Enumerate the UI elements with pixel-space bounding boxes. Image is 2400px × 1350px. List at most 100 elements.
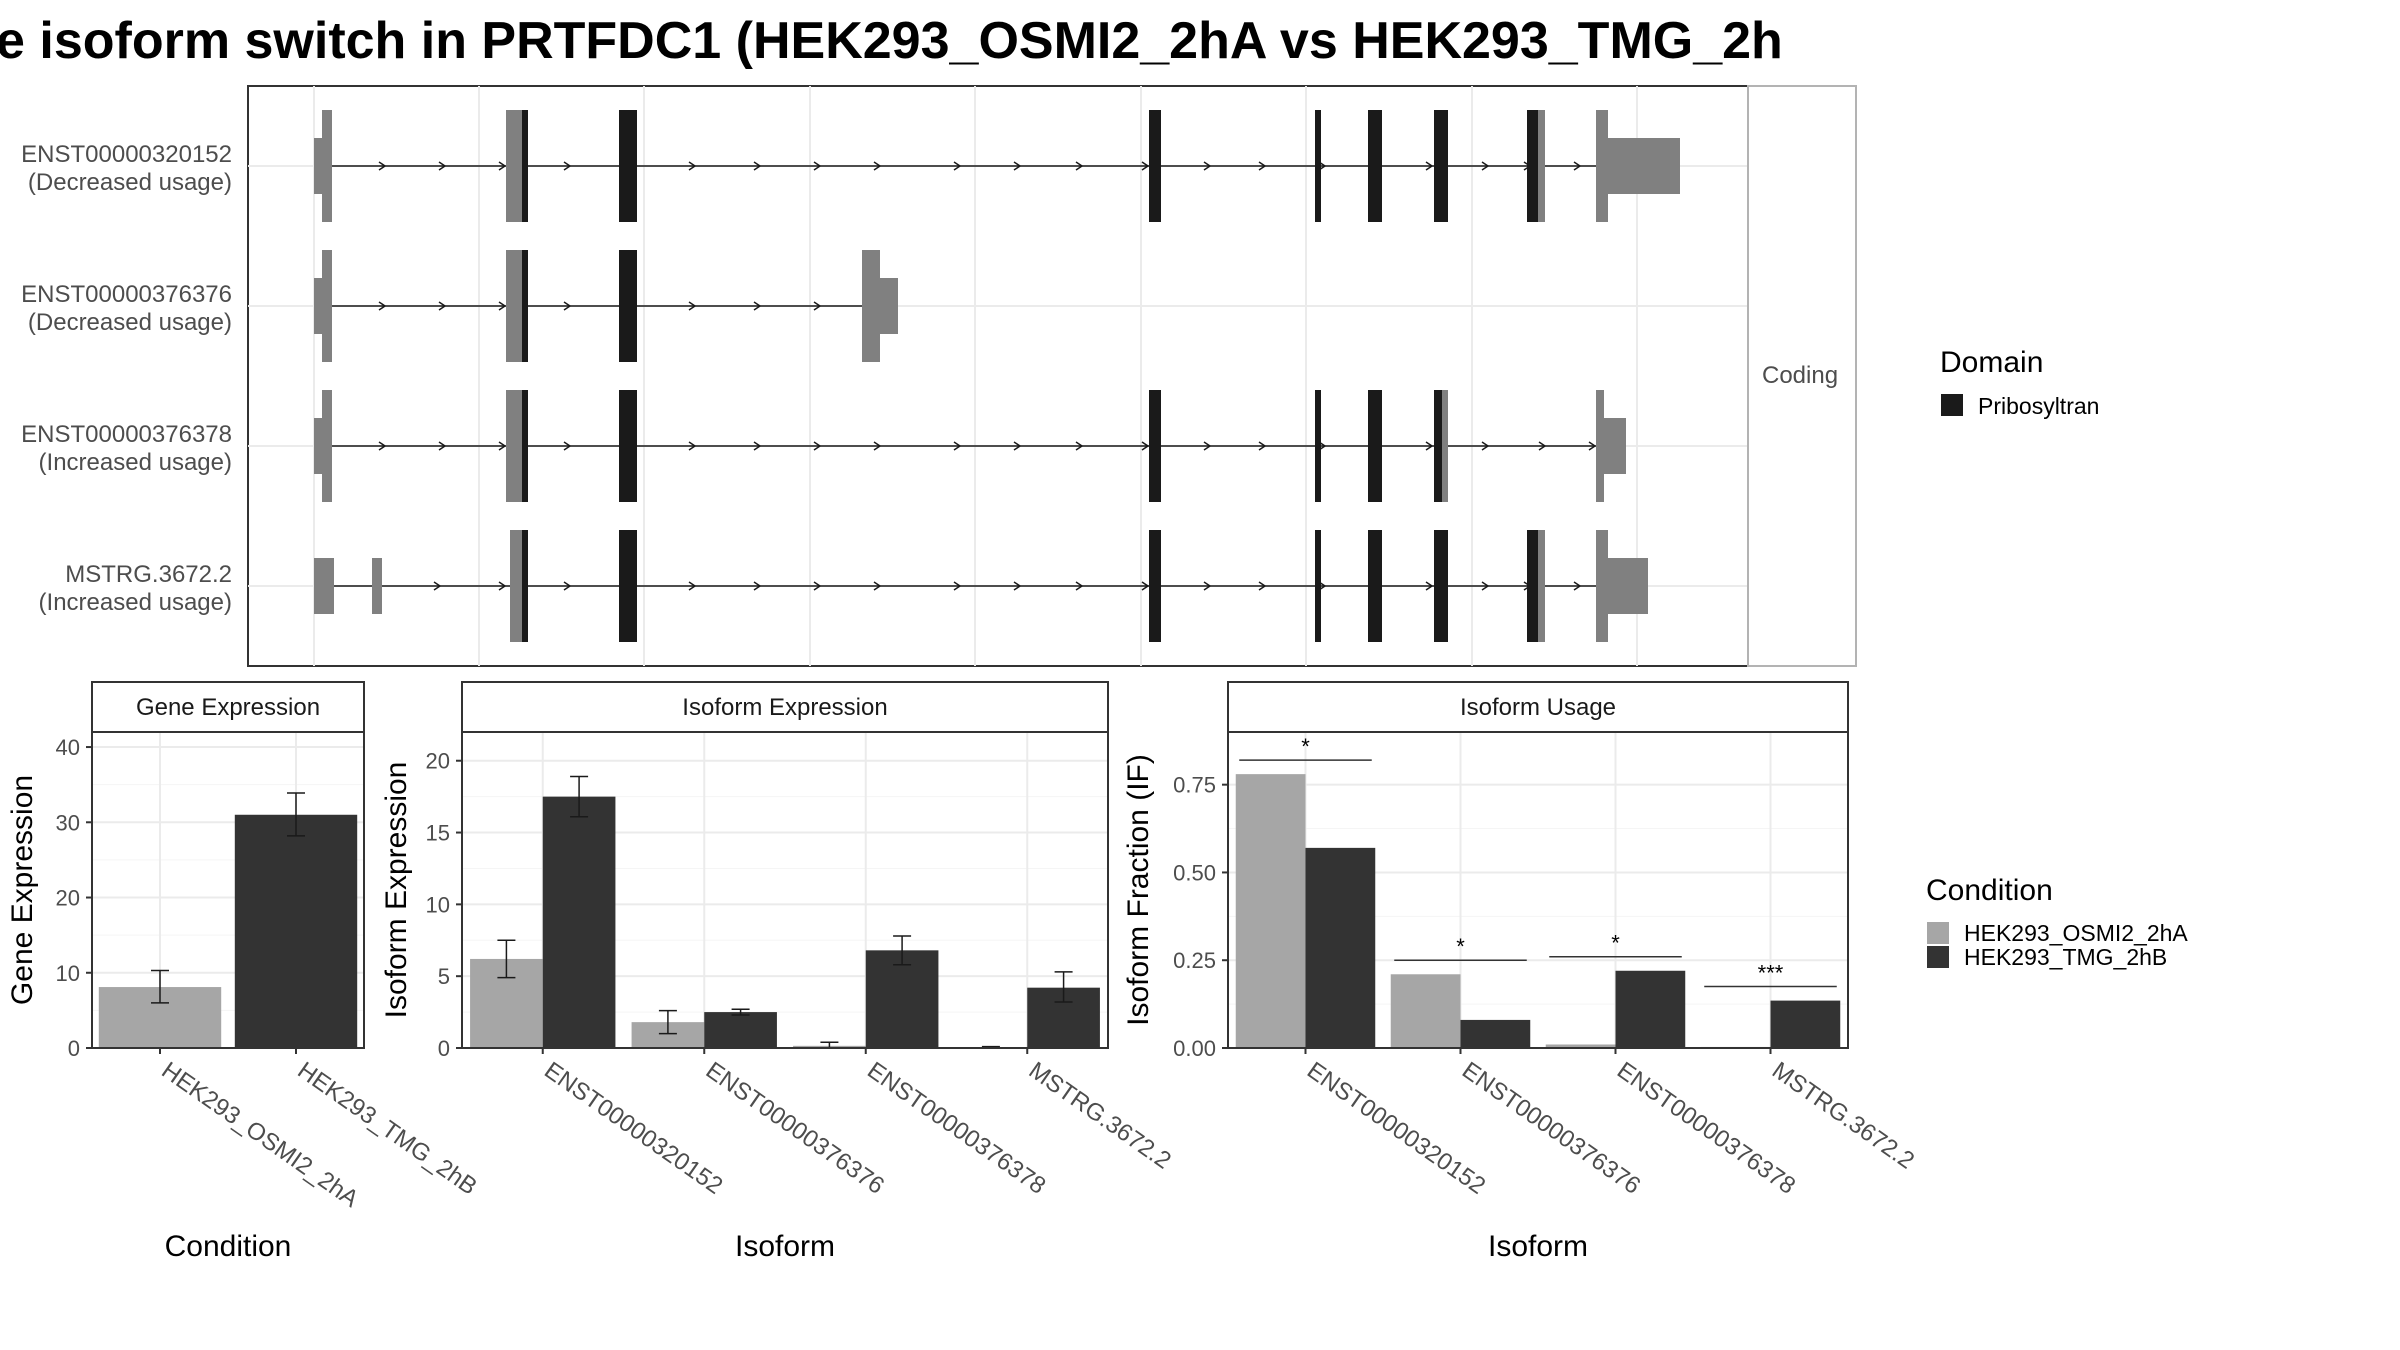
y-tick-label: 30: [56, 810, 80, 835]
isoform-usage-label-0: (Decreased usage): [28, 169, 232, 196]
y-tick-label: 5: [438, 964, 450, 989]
strand-arrow: [498, 161, 507, 171]
isoform-usage-panel: Isoform Usage** ****0.000.250.500.75ENST0…: [1122, 681, 1919, 1263]
domain-exon: [1527, 110, 1538, 222]
utr-exon: [506, 390, 522, 502]
condition-legend: Condition HEK293_OSMI2_2hA HEK293_TMG_2h…: [1926, 874, 2188, 970]
isoform-track-3: [314, 530, 1648, 642]
strand-arrow: [1538, 441, 1547, 451]
strand-arrow: [1481, 161, 1490, 171]
y-tick-label: 0.75: [1173, 773, 1216, 798]
panel-border: [461, 731, 1109, 1049]
utr-exon: [1608, 558, 1648, 614]
y-tick-label: 0.50: [1173, 860, 1216, 885]
domain-legend-title: Domain: [1940, 346, 2043, 379]
strand-arrow: [1075, 581, 1084, 591]
significance-label: *: [1456, 934, 1465, 959]
strand-arrow: [1481, 581, 1490, 591]
strand-arrow: [563, 581, 572, 591]
isoform-usage-label-3: (Increased usage): [39, 589, 232, 616]
bar-HEK293_TMG_2hB-ENST00000320152: [1305, 847, 1376, 1048]
y-tick-label: 10: [426, 892, 450, 917]
domain-exon: [1434, 390, 1442, 502]
bar-HEK293_TMG_2hB-ENST00000376376: [704, 1012, 777, 1048]
strand-arrow: [1258, 441, 1267, 451]
y-tick-label: 20: [56, 886, 80, 911]
isoform-track-0: [314, 110, 1680, 222]
y-axis: 0 5 10 15 20: [426, 749, 462, 1061]
domain-exon: [619, 110, 637, 222]
domain-exon: [1368, 530, 1382, 642]
condition-legend-title: Condition: [1926, 874, 2053, 907]
significance-marker-2: *: [1549, 931, 1682, 958]
strand-arrow: [563, 161, 572, 171]
isoform-track-1: [314, 250, 898, 362]
condition-legend-swatch-osmi2: [1927, 922, 1949, 944]
x-axis: ENST00000320152ENST00000376376ENST000003…: [1302, 1048, 1919, 1200]
strand-arrow: [1075, 161, 1084, 171]
strand-arrow: [753, 441, 762, 451]
strand-arrow: [433, 581, 442, 591]
structure-tracks: [314, 110, 1680, 642]
strand-arrow: [813, 301, 822, 311]
panel-strip-title: Gene Expression: [136, 694, 320, 721]
error-bar: [497, 939, 516, 979]
strand-arrow: [1203, 441, 1212, 451]
strand-arrow: [753, 301, 762, 311]
domain-exon: [522, 530, 528, 642]
domain-legend: Domain Pribosyltran: [1940, 346, 2099, 419]
utr-exon: [862, 250, 880, 362]
strand-arrow: [873, 161, 882, 171]
utr-exon: [314, 418, 322, 474]
x-axis-title: Condition: [165, 1230, 292, 1263]
utr-exon: [314, 278, 322, 334]
significance-marker-0: *: [1239, 734, 1372, 761]
panel-strip: [461, 681, 1109, 733]
condition-legend-item-tmg: HEK293_TMG_2hB: [1964, 944, 2167, 970]
strand-arrow: [438, 161, 447, 171]
x-tick-label: MSTRG.3672.2: [1767, 1057, 1919, 1175]
strand-arrow: [563, 441, 572, 451]
isoform-id-label-3: MSTRG.3672.2: [65, 561, 232, 588]
strand-arrow: [1013, 441, 1022, 451]
domain-exon: [522, 250, 528, 362]
x-axis: ENST00000320152ENST00000376376ENST000003…: [539, 1048, 1176, 1200]
domain-exon: [1315, 390, 1321, 502]
error-bar: [658, 1009, 677, 1035]
strand-arrow: [753, 161, 762, 171]
domain-legend-swatch: [1941, 394, 1963, 416]
utr-exon: [1596, 110, 1608, 222]
y-tick-label: 0: [438, 1036, 450, 1061]
y-tick-label: 20: [426, 749, 450, 774]
domain-exon: [1315, 110, 1321, 222]
strand-arrow: [1425, 161, 1434, 171]
figure-title: e isoform switch in PRTFDC1 (HEK293_OSMI…: [0, 12, 1783, 70]
strand-arrow: [1588, 441, 1597, 451]
bars: [1235, 774, 1841, 1048]
error-bar: [1054, 971, 1073, 1003]
y-tick-label: 0.00: [1173, 1036, 1216, 1061]
isoform-usage-label-2: (Increased usage): [39, 449, 232, 476]
structure-facet-strip: [1747, 85, 1857, 667]
y-tick-label: 0: [68, 1036, 80, 1061]
utr-exon: [1596, 530, 1608, 642]
structure-panel-border: [247, 85, 1749, 667]
y-axis-title: Isoform Fraction (IF): [1122, 754, 1155, 1026]
error-bar: [570, 775, 589, 818]
strand-arrow: [1013, 581, 1022, 591]
y-axis: 0.00 0.25 0.50 0.75: [1173, 773, 1228, 1061]
bar-HEK293_OSMI2_2hA-ENST00000376376: [1390, 974, 1461, 1048]
strand-arrow: [1425, 581, 1434, 591]
domain-legend-item: Pribosyltran: [1978, 393, 2099, 419]
x-tick-label: ENST00000320152: [539, 1057, 727, 1200]
y-axis: 0 10 20 30 40: [56, 735, 92, 1061]
panel-strip: [1227, 681, 1849, 733]
isoform-track-2: [314, 390, 1626, 502]
strand-arrow: [1573, 161, 1582, 171]
utr-exon: [314, 138, 322, 194]
significance-label: ***: [1758, 961, 1784, 986]
y-axis-title: Gene Expression: [6, 775, 39, 1005]
x-tick-label: ENST00000376376: [701, 1057, 889, 1200]
strand-arrow: [688, 161, 697, 171]
